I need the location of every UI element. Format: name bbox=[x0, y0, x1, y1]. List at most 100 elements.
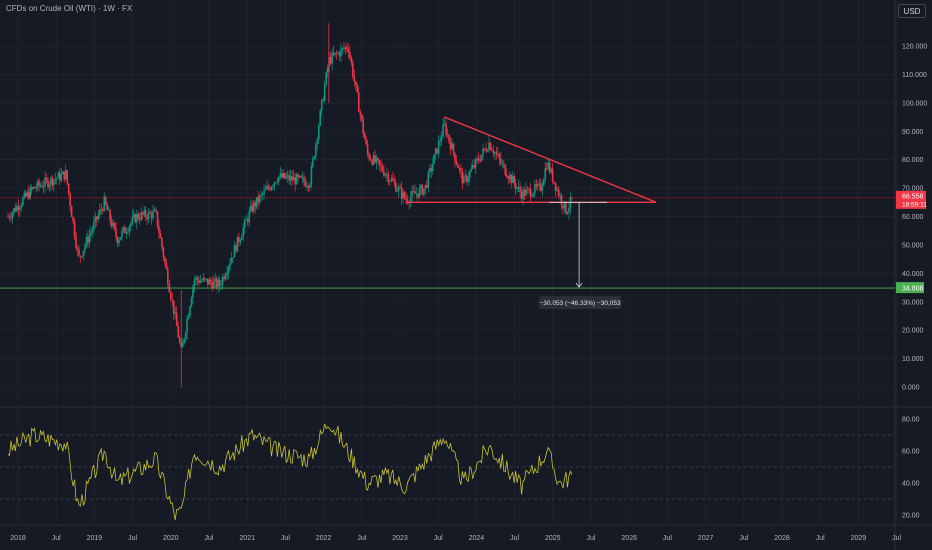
candle-body bbox=[440, 137, 443, 141]
candle-body bbox=[517, 186, 520, 188]
candle-body bbox=[98, 209, 101, 215]
candle-body bbox=[421, 185, 424, 195]
candle-body bbox=[420, 185, 422, 189]
candle-body bbox=[73, 221, 76, 238]
candle-body bbox=[550, 168, 552, 173]
candle-body bbox=[202, 277, 205, 281]
candle-body bbox=[310, 166, 313, 185]
candle-body bbox=[409, 196, 412, 204]
candle-body bbox=[386, 174, 388, 175]
candle-body bbox=[403, 192, 406, 199]
candle-body bbox=[470, 168, 473, 172]
candle-body bbox=[242, 227, 245, 237]
candle-body bbox=[452, 143, 455, 153]
candle-body bbox=[343, 47, 345, 49]
candle-body bbox=[295, 174, 298, 185]
candle-body bbox=[279, 173, 282, 177]
candle-body bbox=[14, 208, 17, 212]
candle-body bbox=[384, 174, 387, 176]
candle-body bbox=[505, 174, 508, 178]
measure-arrow-head bbox=[575, 282, 583, 288]
candle-body bbox=[495, 152, 498, 155]
candle-body bbox=[554, 182, 557, 191]
candle-body bbox=[186, 318, 188, 333]
candle-body bbox=[437, 140, 440, 154]
time-tick-label: 2027 bbox=[698, 535, 714, 542]
rsi-tick-label: 20.00 bbox=[902, 513, 920, 520]
candle-body bbox=[424, 184, 427, 189]
current-price-tag bbox=[896, 190, 926, 209]
candle-body bbox=[137, 213, 140, 219]
candle-body bbox=[492, 150, 495, 154]
candle-body bbox=[335, 52, 338, 54]
candle-body bbox=[91, 229, 94, 233]
candle-body bbox=[93, 222, 95, 230]
candle-body bbox=[418, 188, 421, 198]
candle-body bbox=[463, 176, 465, 184]
rsi-tick-label: 80.00 bbox=[902, 417, 920, 424]
candle-body bbox=[87, 237, 89, 243]
candle-body bbox=[232, 257, 234, 259]
candle-body bbox=[491, 149, 493, 151]
candle-body bbox=[375, 157, 378, 163]
candle-body bbox=[380, 164, 382, 167]
candle-body bbox=[181, 342, 184, 348]
candle-body bbox=[226, 272, 228, 276]
candle-body bbox=[286, 175, 289, 177]
candle-body bbox=[523, 189, 526, 196]
candle-body bbox=[560, 195, 563, 205]
candle-body bbox=[365, 139, 367, 145]
candle-body bbox=[167, 269, 169, 285]
candle-body bbox=[522, 189, 524, 200]
candle-body bbox=[140, 212, 142, 220]
candle-body bbox=[118, 239, 120, 244]
candle-body bbox=[322, 99, 325, 101]
candle-body bbox=[433, 154, 436, 164]
candle-body bbox=[412, 190, 415, 192]
candle-body bbox=[201, 280, 203, 282]
candle-body bbox=[260, 194, 262, 196]
candle-body bbox=[371, 160, 373, 165]
candle-body bbox=[500, 158, 502, 164]
candle-body bbox=[511, 176, 514, 183]
candle-body bbox=[307, 186, 310, 188]
candle-body bbox=[468, 171, 471, 178]
candle-body bbox=[381, 166, 384, 172]
candle-body bbox=[150, 213, 153, 219]
candle-body bbox=[189, 306, 191, 316]
candle-body bbox=[545, 168, 548, 170]
candle-body bbox=[525, 189, 527, 196]
candle-body bbox=[288, 175, 290, 181]
candle-body bbox=[415, 193, 418, 195]
candle-body bbox=[127, 231, 129, 233]
candle-body bbox=[223, 276, 225, 279]
measure-label-box bbox=[539, 296, 622, 310]
candle-body bbox=[33, 186, 36, 189]
candle-body bbox=[204, 277, 206, 279]
candle-body bbox=[562, 204, 564, 209]
candle-body bbox=[431, 163, 434, 171]
candle-body bbox=[158, 226, 160, 234]
candle-body bbox=[249, 205, 252, 212]
candle-body bbox=[529, 188, 532, 197]
candle-body bbox=[24, 192, 27, 197]
candle-body bbox=[519, 186, 521, 193]
candle-body bbox=[212, 281, 215, 289]
candle-body bbox=[477, 158, 480, 161]
candle-body bbox=[251, 205, 253, 212]
time-tick-label: Jul bbox=[128, 535, 137, 542]
candle-body bbox=[497, 154, 499, 155]
candle-body bbox=[254, 202, 256, 207]
candle-body bbox=[125, 232, 128, 234]
candle-body bbox=[164, 257, 166, 263]
candle-body bbox=[482, 148, 484, 155]
candle-body bbox=[283, 173, 286, 179]
candle-body bbox=[90, 232, 92, 236]
candle-body bbox=[316, 138, 319, 144]
candle-body bbox=[61, 171, 64, 175]
candle-body bbox=[556, 189, 558, 191]
price-tick-label: 50.000 bbox=[902, 242, 924, 249]
candle-body bbox=[340, 48, 342, 57]
currency-button[interactable]: USD bbox=[898, 4, 926, 18]
